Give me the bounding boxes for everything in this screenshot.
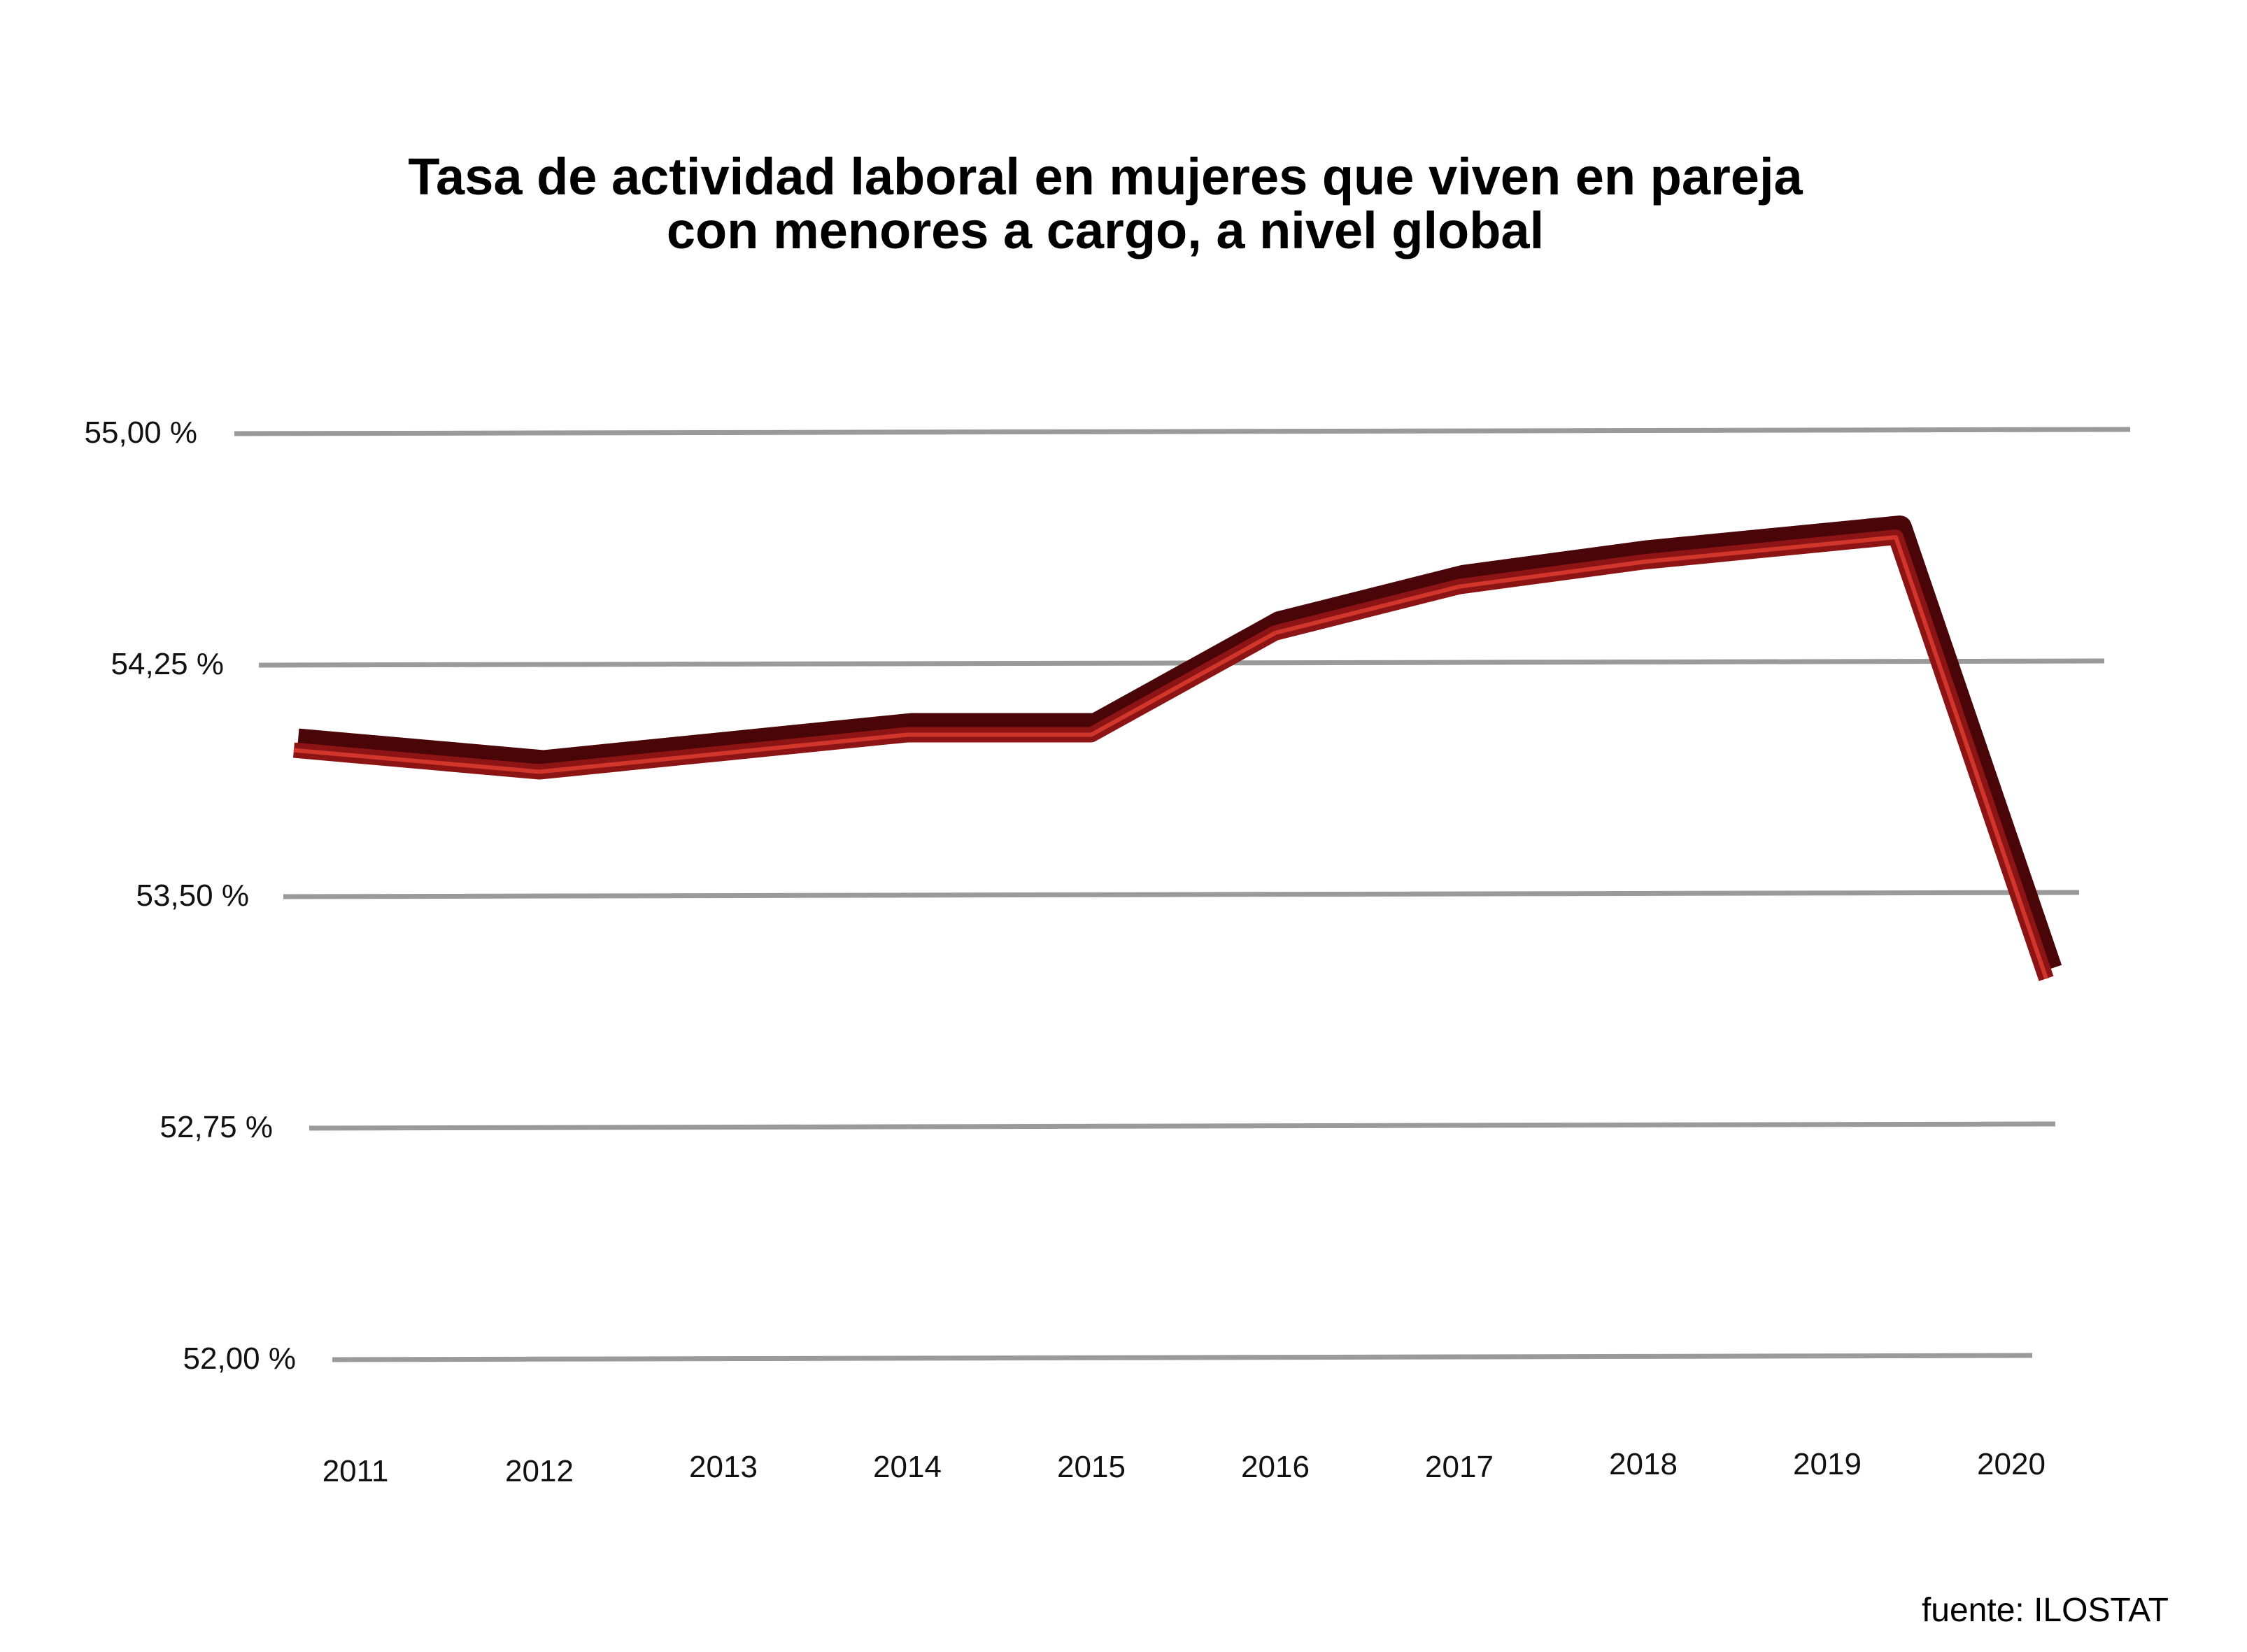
series-line-top-face — [297, 515, 2062, 973]
gridline — [283, 890, 2080, 899]
gridline — [309, 1121, 2056, 1131]
x-tick-label: 2020 — [1977, 1447, 2046, 1481]
data-point — [1459, 586, 1460, 588]
chart-title-line-1: Tasa de actividad laboral en mujeres que… — [408, 148, 1803, 206]
gridlines — [234, 427, 2131, 1362]
data-series-line — [293, 515, 2062, 981]
x-tick-label: 2012 — [505, 1454, 574, 1488]
chart-title-line-2: con menores a cargo, a nivel global — [667, 201, 1544, 259]
x-tick-label: 2013 — [689, 1450, 758, 1484]
y-tick-label: 54,25 % — [111, 647, 224, 681]
data-point — [1895, 536, 1897, 538]
data-point — [1091, 734, 1092, 736]
series-line-highlight — [293, 535, 2048, 980]
y-tick-label: 52,75 % — [160, 1110, 273, 1144]
data-point — [539, 771, 540, 772]
gridline — [258, 658, 2105, 668]
gridline — [234, 427, 2131, 436]
x-tick-label: 2019 — [1793, 1447, 1862, 1481]
x-tick-label: 2016 — [1241, 1450, 1310, 1484]
y-tick-label: 55,00 % — [85, 415, 197, 450]
data-point — [907, 734, 908, 736]
x-tick-label: 2014 — [873, 1450, 942, 1484]
x-tick-label: 2017 — [1425, 1450, 1494, 1484]
gridline — [332, 1353, 2033, 1362]
y-tick-label: 53,50 % — [136, 878, 249, 913]
x-axis-tick-labels: 2011 2012 2013 2014 2015 2016 2017 2018 2019 2020 — [322, 1447, 2046, 1488]
y-tick-label: 52,00 % — [183, 1341, 296, 1376]
data-point — [2046, 978, 2047, 979]
source-note: fuente: ILOSTAT — [1922, 1592, 2169, 1629]
x-tick-label: 2011 — [322, 1454, 389, 1488]
data-point — [1275, 632, 1276, 634]
x-tick-label: 2015 — [1057, 1450, 1126, 1484]
x-tick-label: 2018 — [1609, 1447, 1678, 1481]
y-axis-tick-labels: 55,00 % 54,25 % 53,50 % 52,75 % 52,00 % — [85, 415, 296, 1376]
